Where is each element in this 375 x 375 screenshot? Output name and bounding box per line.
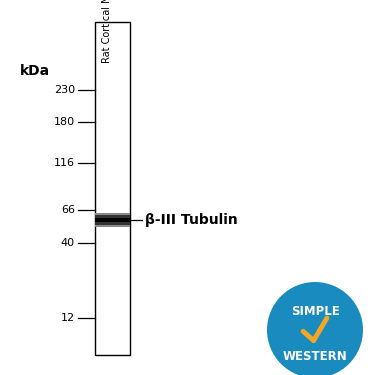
Circle shape xyxy=(267,282,363,375)
Bar xyxy=(95,213,130,215)
Text: SIMPLE: SIMPLE xyxy=(291,305,339,318)
Bar xyxy=(95,220,130,222)
Text: 116: 116 xyxy=(54,158,75,168)
Text: WESTERN: WESTERN xyxy=(283,350,347,363)
Bar xyxy=(95,225,130,227)
Text: β-III Tubulin: β-III Tubulin xyxy=(145,213,238,227)
Text: Rat Cortical Neuron: Rat Cortical Neuron xyxy=(102,0,112,63)
Bar xyxy=(95,222,130,225)
Text: kDa: kDa xyxy=(20,64,50,78)
Text: 66: 66 xyxy=(61,205,75,215)
Text: 180: 180 xyxy=(54,117,75,127)
Text: 12: 12 xyxy=(61,313,75,323)
Bar xyxy=(95,217,130,220)
Text: 40: 40 xyxy=(61,238,75,248)
Bar xyxy=(95,22,130,355)
Text: 230: 230 xyxy=(54,85,75,95)
Bar xyxy=(95,215,130,217)
